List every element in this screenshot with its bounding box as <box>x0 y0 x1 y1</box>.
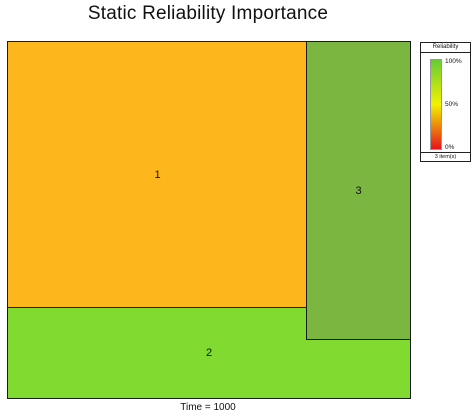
legend-color-bar <box>430 59 442 150</box>
cell-label-2: 2 <box>205 347 213 359</box>
cell-label-1: 1 <box>154 169 161 181</box>
legend-item-count: 3 item(s) <box>421 152 470 161</box>
legend-tick-0: 0% <box>445 144 455 151</box>
legend-tick-50: 50% <box>445 101 459 108</box>
treemap-cell-3[interactable]: 3 <box>306 41 411 340</box>
treemap: 1 2 3 <box>7 41 411 399</box>
legend-title: Reliability <box>421 43 470 53</box>
time-label: Time = 1000 <box>180 402 236 413</box>
cell-label-3: 3 <box>355 184 362 197</box>
chart-title: Static Reliability Importance <box>87 3 329 24</box>
legend-tick-100: 100% <box>445 58 462 65</box>
legend: Reliability 100% 50% 0% 3 item(s) <box>420 42 471 162</box>
treemap-cell-1[interactable]: 1 <box>7 41 308 309</box>
